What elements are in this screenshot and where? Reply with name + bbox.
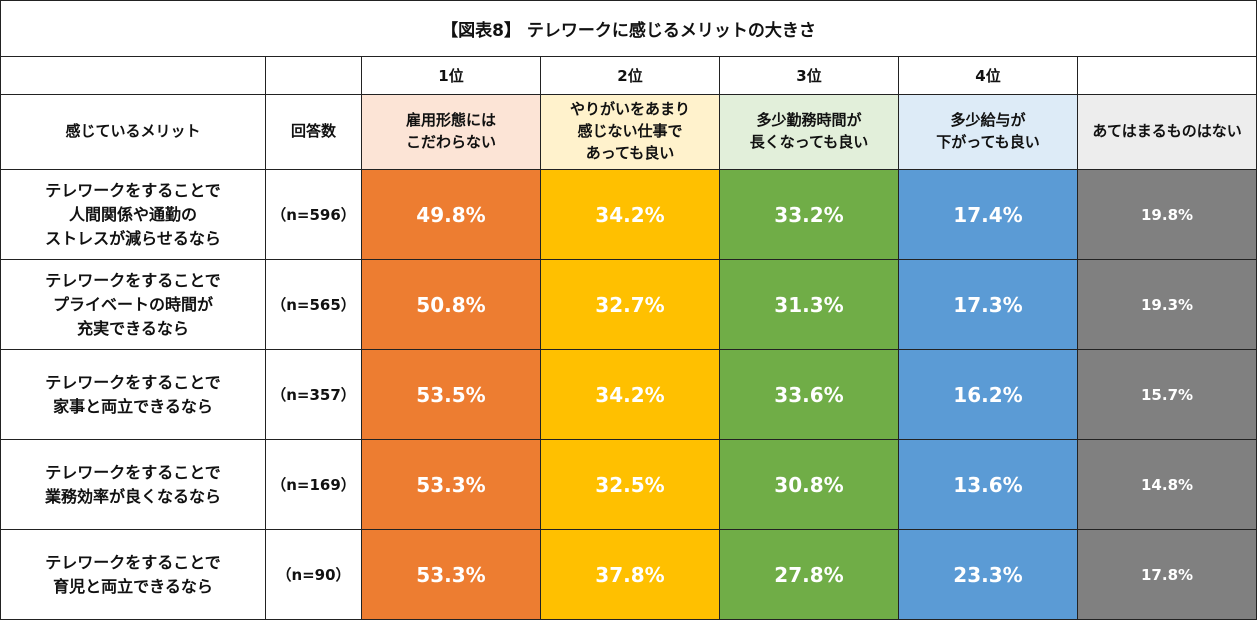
value-cell: 16.2%	[898, 349, 1078, 440]
value-cell: 53.5%	[361, 349, 541, 440]
rank-blank-n	[265, 56, 362, 95]
value-cell: 32.7%	[540, 259, 720, 350]
rank-2-label: 2位	[540, 56, 720, 95]
merit-column-header: 感じているメリット	[0, 94, 266, 170]
rank-blank-none	[1076, 56, 1258, 95]
value-cell: 33.6%	[719, 349, 899, 440]
table-row: テレワークをすることで 育児と両立できるなら （n=90） 53.3% 37.8…	[0, 529, 1258, 620]
value-cell: 34.2%	[540, 169, 720, 260]
rank-blank-merit	[0, 56, 266, 95]
value-cell: 30.8%	[719, 439, 899, 530]
value-cell: 50.8%	[361, 259, 541, 350]
value-cell: 13.6%	[898, 439, 1078, 530]
chart-title: 【図表8】 テレワークに感じるメリットの大きさ	[0, 0, 1258, 57]
table-row: テレワークをすることで プライベートの時間が 充実できるなら （n=565） 5…	[0, 259, 1258, 350]
column-header-none: あてはまるものはない	[1076, 94, 1258, 170]
row-label: テレワークをすることで 育児と両立できるなら	[0, 529, 266, 620]
value-cell: 23.3%	[898, 529, 1078, 620]
value-cell: 27.8%	[719, 529, 899, 620]
value-cell: 32.5%	[540, 439, 720, 530]
table-row: テレワークをすることで 業務効率が良くなるなら （n=169） 53.3% 32…	[0, 439, 1258, 530]
column-header-rewarding: やりがいをあまり 感じない仕事で あっても良い	[540, 94, 720, 170]
value-cell: 17.4%	[898, 169, 1078, 260]
value-cell: 19.8%	[1076, 169, 1258, 260]
row-label: テレワークをすることで 家事と両立できるなら	[0, 349, 266, 440]
row-count: （n=169）	[265, 439, 362, 530]
rank-1-label: 1位	[361, 56, 541, 95]
value-cell: 33.2%	[719, 169, 899, 260]
value-cell: 14.8%	[1076, 439, 1258, 530]
table-row: テレワークをすることで 家事と両立できるなら （n=357） 53.5% 34.…	[0, 349, 1258, 440]
value-cell: 53.3%	[361, 529, 541, 620]
value-cell: 17.3%	[898, 259, 1078, 350]
column-header-employment: 雇用形態には こだわらない	[361, 94, 541, 170]
row-count: （n=565）	[265, 259, 362, 350]
row-count: （n=596）	[265, 169, 362, 260]
count-column-header: 回答数	[265, 94, 362, 170]
rank-3-label: 3位	[719, 56, 899, 95]
value-cell: 37.8%	[540, 529, 720, 620]
column-header-hours: 多少勤務時間が 長くなっても良い	[719, 94, 899, 170]
row-label: テレワークをすることで 人間関係や通勤の ストレスが減らせるなら	[0, 169, 266, 260]
value-cell: 53.3%	[361, 439, 541, 530]
rank-4-label: 4位	[898, 56, 1078, 95]
value-cell: 19.3%	[1076, 259, 1258, 350]
row-count: （n=90）	[265, 529, 362, 620]
row-label: テレワークをすることで プライベートの時間が 充実できるなら	[0, 259, 266, 350]
value-cell: 49.8%	[361, 169, 541, 260]
table-row: テレワークをすることで 人間関係や通勤の ストレスが減らせるなら （n=596）…	[0, 169, 1258, 260]
value-cell: 34.2%	[540, 349, 720, 440]
value-cell: 15.7%	[1076, 349, 1258, 440]
value-cell: 31.3%	[719, 259, 899, 350]
value-cell: 17.8%	[1076, 529, 1258, 620]
column-header-salary: 多少給与が 下がっても良い	[898, 94, 1078, 170]
row-label: テレワークをすることで 業務効率が良くなるなら	[0, 439, 266, 530]
row-count: （n=357）	[265, 349, 362, 440]
